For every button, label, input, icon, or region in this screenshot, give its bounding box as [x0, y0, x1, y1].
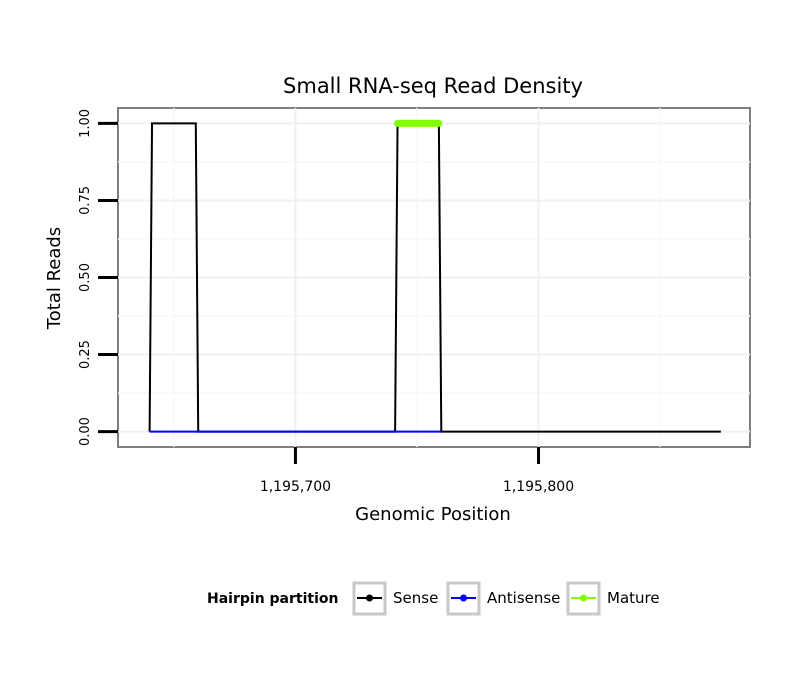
legend-key-point	[366, 594, 373, 602]
legend-entries: Sense Antisense Mature	[352, 581, 660, 616]
series-group	[148, 119, 721, 433]
legend: Hairpin partition Sense Antisense Mature	[207, 581, 660, 616]
y-tick-label: 0.50	[78, 263, 93, 292]
x-tick-label: 1,195,700	[260, 479, 331, 495]
y-tick-label: 0.00	[78, 417, 93, 446]
y-tick-label: 0.25	[78, 340, 93, 369]
legend-item-mature: Mature	[566, 581, 660, 616]
legend-key-point	[460, 594, 467, 602]
y-tick-label: 0.75	[78, 186, 93, 215]
chart-title: Small RNA-seq Read Density	[283, 74, 583, 98]
y-tick-label: 1.00	[78, 109, 93, 138]
legend-item-sense: Sense	[352, 581, 438, 616]
x-tick-label: 1,195,800	[503, 479, 574, 495]
y-axis-label: Total Reads	[44, 227, 65, 330]
legend-key-point	[580, 594, 587, 602]
x-axis: 1,195,700 1,195,800	[260, 447, 574, 495]
legend-title: Hairpin partition	[207, 591, 338, 607]
x-axis-label: Genomic Position	[355, 504, 511, 525]
legend-label: Mature	[607, 589, 660, 607]
legend-label: Antisense	[487, 589, 560, 607]
legend-label: Sense	[393, 589, 438, 607]
y-axis: 0.00 0.25 0.50 0.75 1.00	[78, 109, 118, 446]
legend-item-antisense: Antisense	[446, 581, 560, 616]
